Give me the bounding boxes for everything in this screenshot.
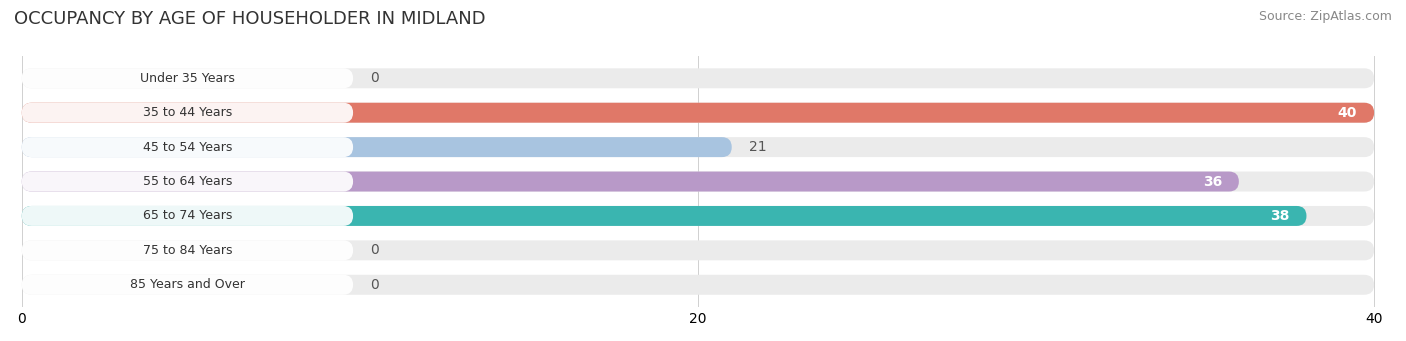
Text: 0: 0 [370,243,378,257]
Text: 0: 0 [370,71,378,85]
Text: 21: 21 [748,140,766,154]
Text: 35 to 44 Years: 35 to 44 Years [143,106,232,119]
Text: Under 35 Years: Under 35 Years [141,72,235,85]
FancyBboxPatch shape [21,275,353,295]
Text: 45 to 54 Years: 45 to 54 Years [143,140,232,153]
FancyBboxPatch shape [21,68,1374,88]
FancyBboxPatch shape [21,206,1374,226]
FancyBboxPatch shape [21,68,353,88]
FancyBboxPatch shape [21,103,353,123]
FancyBboxPatch shape [21,240,1374,260]
FancyBboxPatch shape [21,240,353,260]
FancyBboxPatch shape [21,206,353,226]
FancyBboxPatch shape [21,275,1374,295]
Text: 85 Years and Over: 85 Years and Over [129,278,245,291]
Text: 38: 38 [1270,209,1289,223]
Text: 65 to 74 Years: 65 to 74 Years [143,209,232,222]
Text: 55 to 64 Years: 55 to 64 Years [143,175,232,188]
FancyBboxPatch shape [21,103,1374,123]
Text: 0: 0 [370,278,378,292]
FancyBboxPatch shape [21,137,1374,157]
FancyBboxPatch shape [21,137,731,157]
FancyBboxPatch shape [21,172,1239,192]
FancyBboxPatch shape [21,103,1374,123]
Text: 40: 40 [1339,106,1357,120]
Text: 75 to 84 Years: 75 to 84 Years [142,244,232,257]
Text: 36: 36 [1202,175,1222,189]
FancyBboxPatch shape [21,137,353,157]
FancyBboxPatch shape [21,172,353,192]
FancyBboxPatch shape [21,206,1306,226]
Text: Source: ZipAtlas.com: Source: ZipAtlas.com [1258,10,1392,23]
Text: OCCUPANCY BY AGE OF HOUSEHOLDER IN MIDLAND: OCCUPANCY BY AGE OF HOUSEHOLDER IN MIDLA… [14,10,485,28]
FancyBboxPatch shape [21,172,1374,192]
